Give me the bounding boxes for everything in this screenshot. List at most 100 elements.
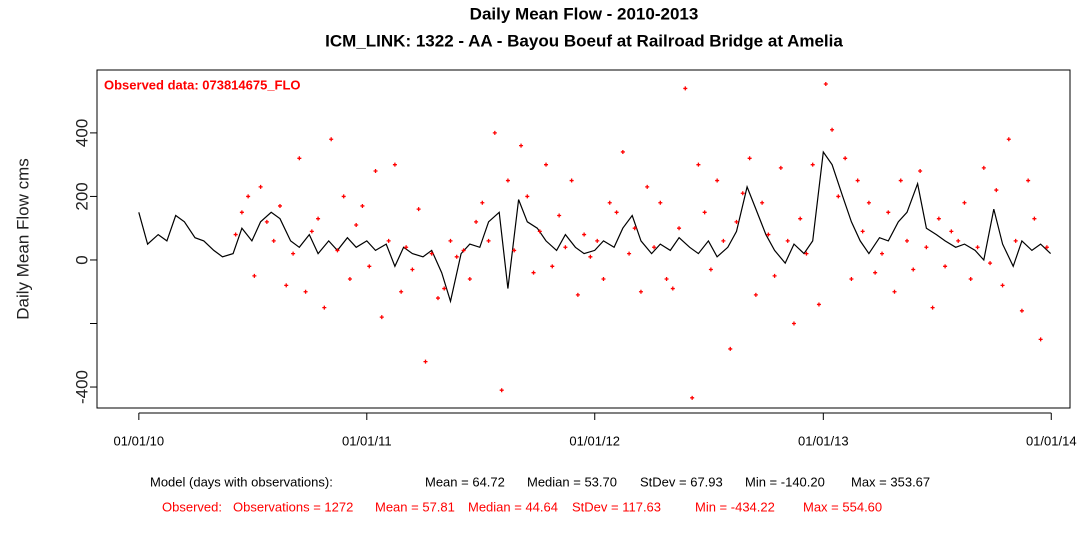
x-tick-label: 01/01/10 bbox=[114, 433, 165, 448]
observed-point bbox=[461, 248, 466, 253]
y-tick-label: 400 bbox=[72, 119, 91, 147]
observed-point bbox=[956, 238, 961, 243]
observed-point bbox=[760, 200, 765, 205]
observed-point bbox=[690, 395, 695, 400]
observed-point bbox=[728, 346, 733, 351]
observed-point bbox=[721, 238, 726, 243]
observed-point bbox=[962, 200, 967, 205]
stats-text: Mean = 57.81 bbox=[375, 499, 455, 514]
x-tick-label: 01/01/12 bbox=[569, 433, 620, 448]
observed-point bbox=[677, 226, 682, 231]
observed-point bbox=[442, 286, 447, 291]
observed-point bbox=[785, 238, 790, 243]
observed-point bbox=[429, 251, 434, 256]
observed-point bbox=[607, 200, 612, 205]
stats-text: Max = 353.67 bbox=[851, 474, 930, 489]
observed-point bbox=[652, 245, 657, 250]
observed-point bbox=[1013, 238, 1018, 243]
observed-point bbox=[246, 194, 251, 199]
observed-point bbox=[816, 302, 821, 307]
observed-point bbox=[1019, 308, 1024, 313]
observed-point bbox=[898, 178, 903, 183]
observed-point bbox=[582, 232, 587, 237]
observed-point bbox=[873, 270, 878, 275]
observed-point bbox=[354, 223, 359, 228]
x-tick-label: 01/01/11 bbox=[342, 433, 392, 448]
observed-point bbox=[988, 261, 993, 266]
observed-point bbox=[708, 267, 713, 272]
observed-point bbox=[467, 277, 472, 282]
observed-point bbox=[866, 200, 871, 205]
observed-point bbox=[670, 286, 675, 291]
observed-point bbox=[880, 251, 885, 256]
observed-point bbox=[658, 200, 663, 205]
observed-point bbox=[416, 207, 421, 212]
observed-point bbox=[264, 219, 269, 224]
observed-point bbox=[791, 321, 796, 326]
y-tick-label: -400 bbox=[72, 370, 91, 404]
observed-point bbox=[271, 238, 276, 243]
observed-point bbox=[284, 283, 289, 288]
observed-point bbox=[563, 245, 568, 250]
observed-point bbox=[277, 203, 282, 208]
observed-point bbox=[855, 178, 860, 183]
observed-point bbox=[373, 169, 378, 174]
plot-box bbox=[96, 69, 1071, 409]
observed-point bbox=[981, 165, 986, 170]
observed-point bbox=[537, 229, 542, 234]
observed-point bbox=[1044, 245, 1049, 250]
observed-point bbox=[810, 162, 815, 167]
observed-point bbox=[519, 143, 524, 148]
stats-text: Observations = 1272 bbox=[233, 499, 353, 514]
observed-point bbox=[645, 184, 650, 189]
observed-point bbox=[588, 254, 593, 259]
observed-point bbox=[860, 229, 865, 234]
chart-title: Daily Mean Flow - 2010-2013 bbox=[470, 4, 699, 23]
observed-point bbox=[316, 216, 321, 221]
observed-point bbox=[968, 277, 973, 282]
observed-point bbox=[239, 210, 244, 215]
observed-point bbox=[911, 267, 916, 272]
observed-point bbox=[486, 238, 491, 243]
observed-point bbox=[557, 213, 562, 218]
observed-point bbox=[423, 359, 428, 364]
observed-point bbox=[949, 229, 954, 234]
observed-point bbox=[291, 251, 296, 256]
observed-point bbox=[404, 245, 409, 250]
observed-point bbox=[329, 137, 334, 142]
observed-point bbox=[474, 219, 479, 224]
observed-point bbox=[715, 178, 720, 183]
observed-point bbox=[836, 194, 841, 199]
observed-point bbox=[258, 184, 263, 189]
observed-point bbox=[480, 200, 485, 205]
chart-subtitle: ICM_LINK: 1322 - AA - Bayou Boeuf at Rai… bbox=[325, 31, 843, 50]
observed-point bbox=[233, 232, 238, 237]
observed-point bbox=[322, 305, 327, 310]
observed-point bbox=[386, 238, 391, 243]
observed-point bbox=[531, 270, 536, 275]
observed-point bbox=[435, 296, 440, 301]
observed-point bbox=[892, 289, 897, 294]
observed-point bbox=[347, 277, 352, 282]
observed-point bbox=[392, 162, 397, 167]
stats-text: Observed: bbox=[162, 499, 222, 514]
observed-point bbox=[702, 210, 707, 215]
observed-point bbox=[753, 292, 758, 297]
observed-point bbox=[994, 188, 999, 193]
observed-point bbox=[683, 86, 688, 91]
observed-point bbox=[595, 238, 600, 243]
observed-point bbox=[886, 210, 891, 215]
observed-point bbox=[638, 289, 643, 294]
observed-point bbox=[924, 245, 929, 250]
observed-point bbox=[798, 216, 803, 221]
observed-point bbox=[360, 203, 365, 208]
stats-text: Min = -434.22 bbox=[695, 499, 775, 514]
observed-point bbox=[525, 194, 530, 199]
observed-point bbox=[943, 264, 948, 269]
stats-text: Mean = 64.72 bbox=[425, 474, 505, 489]
observed-point bbox=[341, 194, 346, 199]
observed-point bbox=[303, 289, 308, 294]
observed-point bbox=[335, 248, 340, 253]
y-tick-label: 200 bbox=[72, 182, 91, 210]
